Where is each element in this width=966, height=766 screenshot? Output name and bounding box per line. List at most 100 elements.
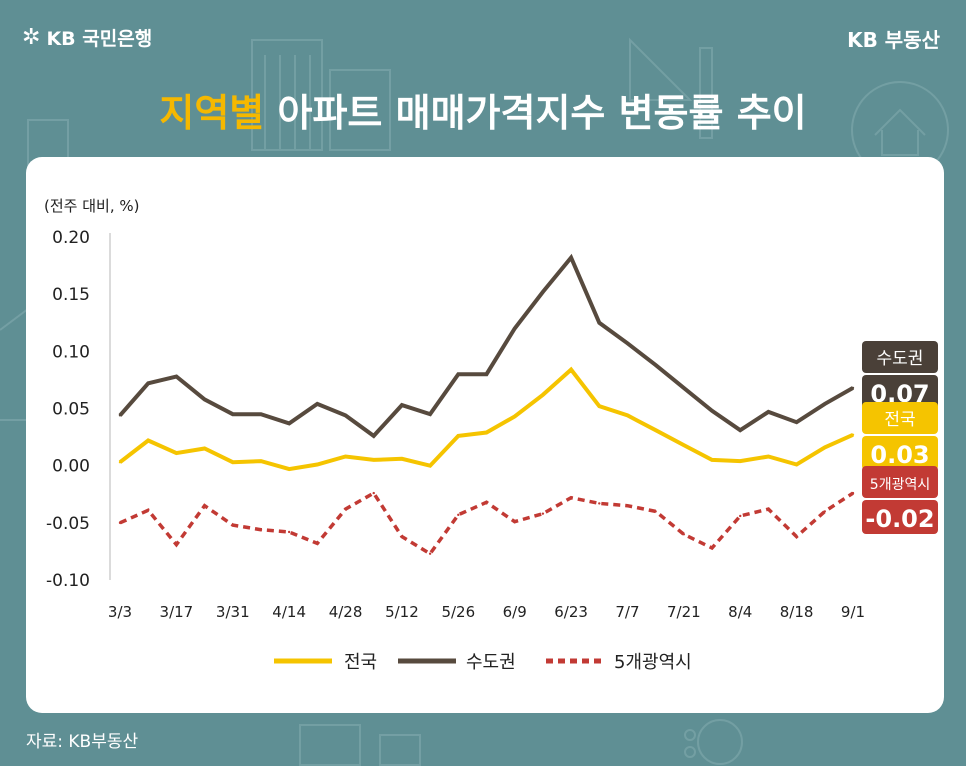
end-label-name-box [862, 466, 938, 498]
data-point [795, 463, 798, 466]
data-point [710, 546, 714, 550]
data-point [231, 413, 234, 416]
end-label-value-box [862, 436, 938, 470]
data-point [400, 535, 404, 538]
data-point [626, 414, 629, 417]
data-point [710, 458, 714, 462]
x-tick-label: 5/12 [385, 603, 419, 621]
data-point [485, 431, 488, 434]
data-point [569, 496, 573, 499]
data-point [428, 413, 432, 416]
source-note: 자료: KB부동산 [26, 732, 139, 752]
data-point [316, 542, 319, 545]
data-point [203, 504, 206, 507]
data-point [372, 434, 375, 438]
data-point [682, 533, 686, 536]
data-point [682, 443, 686, 447]
data-point [400, 457, 404, 461]
legend-label: 전국 [344, 652, 377, 673]
data-point [541, 393, 545, 396]
data-point [739, 429, 742, 432]
data-point [682, 386, 686, 390]
triangle-ruler-outline [629, 37, 693, 101]
end-label-name-box [862, 402, 938, 434]
chart-card: (전주 대비, %) 0.20 0.15 0.10 0.05 0.00 -0.05 -0.10… [26, 157, 944, 713]
y-tick-label: 0.20 [52, 228, 90, 248]
data-point [654, 429, 657, 432]
data-point [287, 530, 291, 534]
data-point [823, 446, 827, 449]
end-label-value-box [862, 500, 938, 534]
data-point [316, 463, 319, 466]
data-point [259, 413, 263, 416]
end-label-value: -0.02 [865, 505, 934, 533]
kb-bank-logo: ✲ KB 국민은행 [22, 24, 152, 51]
data-point [457, 434, 460, 438]
y-tick-label: 0.10 [52, 342, 90, 362]
data-point [598, 502, 601, 505]
kb-real-estate-brand: KB 부동산 [847, 28, 940, 52]
data-point [710, 409, 714, 412]
data-point [344, 455, 347, 458]
data-point [513, 415, 516, 418]
data-point [231, 461, 234, 464]
data-point [175, 451, 178, 455]
data-point [851, 386, 855, 390]
data-point [598, 405, 601, 408]
x-tick-label: 5/26 [441, 603, 475, 621]
data-point [767, 410, 770, 414]
x-tick-label: 9/1 [841, 603, 865, 621]
bank-name: KB 국민은행 [46, 28, 153, 50]
data-point [400, 403, 404, 407]
end-label-name: 5개광역시 [870, 477, 930, 493]
x-tick-label: 3/3 [108, 603, 132, 621]
data-point [287, 467, 291, 471]
kb-star-icon: ✲ [22, 25, 41, 50]
end-label-name: 전국 [884, 410, 915, 430]
x-tick-label: 7/21 [667, 603, 701, 621]
data-point [654, 510, 657, 513]
data-point [569, 256, 573, 259]
data-point [175, 375, 178, 378]
data-point [598, 321, 601, 324]
data-point [795, 535, 798, 538]
data-point [259, 528, 263, 531]
data-point [118, 414, 122, 417]
data-point [259, 459, 263, 463]
data-point [795, 421, 798, 424]
title-highlight: 지역별 [159, 91, 265, 135]
y-tick-label: 0.15 [52, 285, 90, 305]
data-point [146, 439, 150, 442]
x-tick-label: 6/23 [554, 603, 588, 621]
data-point [654, 363, 657, 367]
data-point [541, 512, 545, 515]
data-point [739, 514, 742, 518]
x-tick-label: 8/18 [780, 603, 814, 621]
data-point [851, 433, 855, 436]
end-label-value-box [862, 375, 938, 409]
end-label-value: 0.03 [870, 441, 929, 469]
data-point [485, 373, 488, 376]
data-point [457, 373, 460, 376]
data-point [767, 455, 770, 458]
data-point [457, 513, 460, 517]
x-tick-label: 3/17 [160, 603, 194, 621]
data-point [823, 402, 827, 406]
data-point [626, 342, 629, 345]
x-tick-label: 6/9 [503, 603, 527, 621]
x-tick-label: 4/28 [329, 603, 363, 621]
data-point [344, 414, 347, 417]
data-point [118, 521, 122, 525]
data-point [203, 447, 206, 450]
data-point [541, 290, 545, 294]
y-tick-label: -0.05 [46, 514, 90, 534]
x-tick-label: 8/4 [728, 603, 752, 621]
title-rest: 아파트 매매가격지수 변동률 추이 [264, 91, 807, 135]
data-point [372, 458, 375, 462]
x-tick-label: 4/14 [272, 603, 306, 621]
data-point [344, 507, 347, 511]
page-title: 지역별 아파트 매매가격지수 변동률 추이 [0, 82, 966, 137]
data-point [372, 491, 375, 495]
x-tick-label: 7/7 [615, 603, 639, 621]
end-label-name: 수도권 [877, 349, 924, 369]
